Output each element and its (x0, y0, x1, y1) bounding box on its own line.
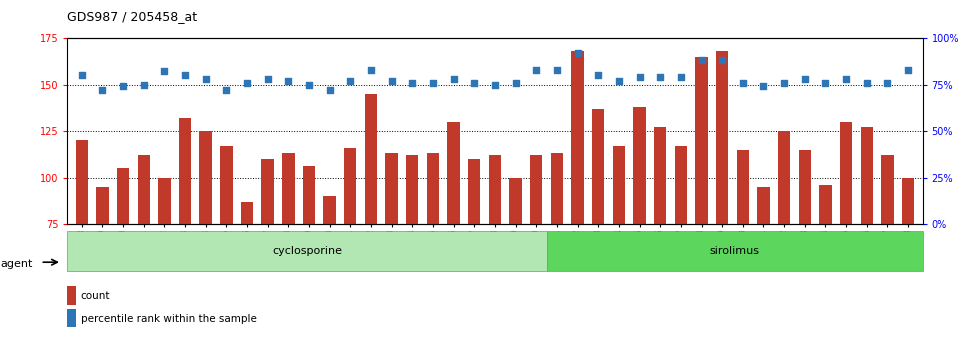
Point (797, 76, 812, 82)
Bar (261, 159, 274, 224)
Point (136, 82, 152, 87)
Point (178, 72, 193, 78)
Bar (427, 154, 439, 224)
Bar (137, 155, 150, 224)
Point (281, 78, 296, 83)
Bar (820, 185, 831, 224)
Point (467, 80, 482, 86)
Point (363, 67, 379, 72)
Point (570, 50, 585, 56)
Bar (633, 107, 646, 224)
Bar (385, 154, 398, 224)
Bar (324, 196, 335, 224)
Bar (737, 150, 749, 224)
Point (115, 83, 131, 89)
Text: GDS987 / 205458_at: GDS987 / 205458_at (67, 10, 197, 23)
Bar (241, 202, 253, 224)
Point (900, 67, 916, 72)
Point (673, 74, 688, 80)
Bar (489, 155, 501, 224)
Point (838, 76, 853, 82)
Bar (757, 187, 770, 224)
Bar (344, 148, 357, 224)
Point (487, 82, 503, 87)
Point (157, 69, 172, 74)
Bar (902, 178, 914, 224)
Bar (881, 155, 894, 224)
Bar (551, 154, 563, 224)
Bar (654, 127, 666, 224)
Point (302, 82, 317, 87)
Text: percentile rank within the sample: percentile rank within the sample (81, 314, 257, 324)
Bar (675, 146, 687, 224)
Bar (283, 154, 294, 224)
Point (74, 72, 89, 78)
Bar (76, 140, 87, 224)
Bar (117, 168, 129, 224)
Point (653, 74, 668, 80)
Bar (303, 167, 315, 224)
Bar (220, 146, 233, 224)
Bar (96, 187, 109, 224)
Point (755, 83, 771, 89)
Point (384, 78, 400, 83)
Point (694, 58, 709, 63)
Bar (365, 94, 377, 224)
Point (260, 76, 276, 82)
Point (426, 80, 441, 86)
Point (198, 76, 213, 82)
Point (776, 80, 792, 86)
Bar (778, 131, 790, 224)
Bar (67, 286, 76, 305)
Bar (509, 178, 522, 224)
Bar (407, 155, 418, 224)
Bar (67, 309, 76, 327)
Bar (613, 146, 625, 224)
Bar (179, 118, 191, 224)
Point (507, 80, 523, 86)
Point (549, 67, 564, 72)
Bar (200, 131, 211, 224)
Text: sirolimus: sirolimus (710, 246, 760, 256)
Bar (716, 51, 728, 224)
Point (446, 76, 461, 82)
Bar (572, 51, 583, 224)
Point (631, 74, 647, 80)
Point (95, 87, 111, 93)
Point (529, 67, 544, 72)
Bar (840, 122, 852, 224)
Point (343, 78, 358, 83)
Point (859, 80, 875, 86)
Point (611, 78, 627, 83)
Point (219, 87, 234, 93)
Text: agent: agent (0, 259, 33, 269)
Point (405, 80, 420, 86)
Bar (530, 155, 542, 224)
Bar (468, 159, 480, 224)
Bar (861, 127, 873, 224)
Point (879, 80, 895, 86)
Bar (448, 122, 459, 224)
Bar (799, 150, 811, 224)
Point (818, 80, 833, 86)
Text: count: count (81, 292, 111, 302)
Point (322, 87, 337, 93)
Point (714, 58, 729, 63)
Point (239, 80, 255, 86)
Bar (592, 109, 604, 224)
Point (590, 72, 605, 78)
Bar (159, 178, 170, 224)
Bar (696, 57, 707, 224)
Point (735, 80, 751, 86)
Text: cyclosporine: cyclosporine (272, 246, 342, 256)
